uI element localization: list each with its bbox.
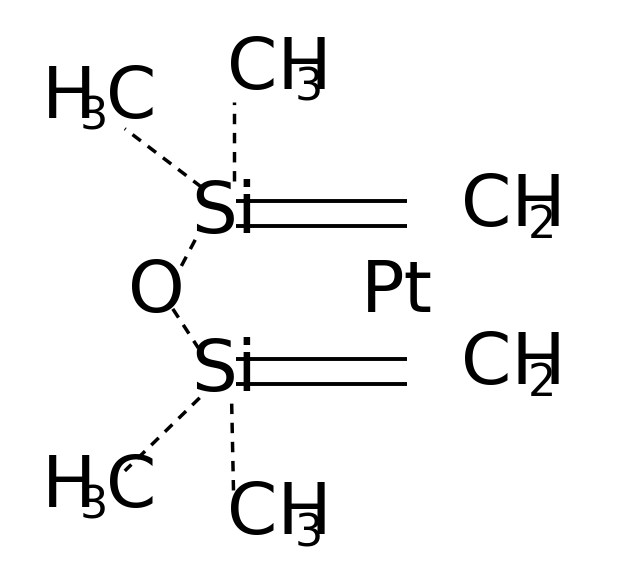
Text: 3: 3	[80, 95, 108, 139]
Text: C: C	[106, 453, 156, 522]
Text: CH: CH	[461, 330, 566, 399]
Text: 3: 3	[294, 512, 323, 555]
Text: 2: 2	[528, 362, 556, 405]
Text: Si: Si	[191, 179, 257, 248]
Text: Si: Si	[191, 337, 257, 406]
Text: 2: 2	[528, 204, 556, 247]
Text: CH: CH	[461, 172, 566, 241]
Text: CH: CH	[227, 35, 332, 104]
Text: 3: 3	[80, 484, 108, 528]
Text: H: H	[42, 64, 96, 133]
Text: CH: CH	[227, 480, 332, 549]
Text: Pt: Pt	[361, 258, 433, 327]
Text: H: H	[42, 453, 96, 522]
Text: O: O	[129, 258, 185, 327]
Text: 3: 3	[294, 66, 323, 109]
Text: C: C	[106, 64, 156, 133]
